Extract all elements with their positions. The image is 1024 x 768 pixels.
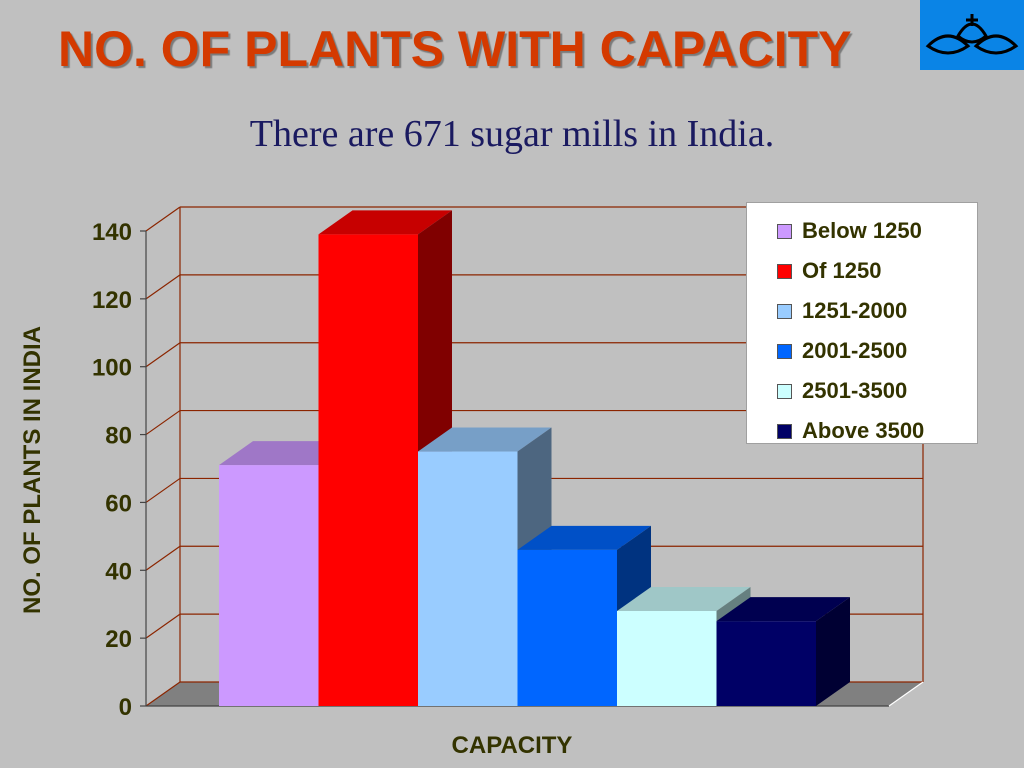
legend-swatch — [777, 343, 792, 359]
side-gridline — [145, 410, 181, 436]
chart-legend: Below 1250 Of 1250 1251-2000 2001-2500 2501-… — [746, 202, 978, 444]
y-tick-label: 100 — [92, 355, 132, 382]
bar-front — [617, 611, 717, 706]
bar-top — [617, 587, 751, 611]
slide-title: NO. OF PLANTS WITH CAPACITY — [58, 21, 852, 77]
bar-top — [716, 597, 850, 622]
y-tick-labels: 0 20 40 60 80 100 120 140 — [92, 219, 132, 721]
legend-item: Below 1250 — [777, 211, 977, 251]
sugar-corporation-logo-icon — [920, 0, 1024, 70]
bar-front — [219, 465, 319, 706]
legend-label: Above 3500 — [802, 418, 925, 443]
bar-front — [517, 549, 617, 706]
y-axis-label: NO. OF PLANTS IN INDIA — [19, 326, 46, 614]
y-tick-label: 80 — [105, 423, 132, 450]
legend-label: Below 1250 — [802, 218, 922, 243]
bar-front — [716, 621, 816, 706]
bar-above-3500 — [716, 597, 850, 706]
side-gridline — [145, 477, 181, 503]
bar-top — [418, 427, 552, 452]
legend-label: 1251-2000 — [802, 298, 908, 323]
legend-item: 1251-2000 — [777, 291, 977, 331]
y-tick-label: 120 — [92, 287, 132, 314]
y-tick-label: 40 — [105, 558, 132, 585]
x-axis-label: CAPACITY — [451, 732, 573, 759]
legend-label: 2501-3500 — [802, 378, 908, 403]
y-tick-label: 0 — [119, 694, 132, 721]
side-gridline — [145, 274, 181, 300]
bar-front — [318, 234, 418, 706]
bar-top — [318, 210, 452, 235]
legend-label: Of 1250 — [802, 258, 882, 283]
legend-item: Of 1250 — [777, 251, 977, 291]
side-gridline — [145, 342, 181, 368]
legend-swatch — [777, 303, 792, 319]
y-tick-label: 60 — [105, 490, 132, 517]
legend-item: Above 3500 — [777, 411, 977, 451]
floor-edge — [888, 681, 924, 707]
bar-top — [517, 525, 651, 550]
legend-swatch — [777, 263, 792, 279]
side-gridline — [145, 545, 181, 571]
side-gridline — [145, 613, 181, 639]
side-gridline — [145, 681, 181, 707]
legend-swatch — [777, 223, 792, 239]
bar-side — [816, 597, 850, 706]
chart-bars — [219, 210, 850, 706]
bar-front — [418, 451, 518, 706]
legend-swatch — [777, 423, 792, 439]
legend-swatch — [777, 383, 792, 399]
y-axis-label-text: NO. OF PLANTS IN INDIA — [19, 326, 46, 614]
side-gridline — [145, 206, 181, 232]
y-tick-label: 20 — [105, 626, 132, 653]
legend-item: 2001-2500 — [777, 331, 977, 371]
y-tick-label: 140 — [92, 219, 132, 246]
slide-subtitle: There are 671 sugar mills in India. — [249, 113, 775, 155]
legend-label: 2001-2500 — [802, 338, 908, 363]
legend-item: 2501-3500 — [777, 371, 977, 411]
